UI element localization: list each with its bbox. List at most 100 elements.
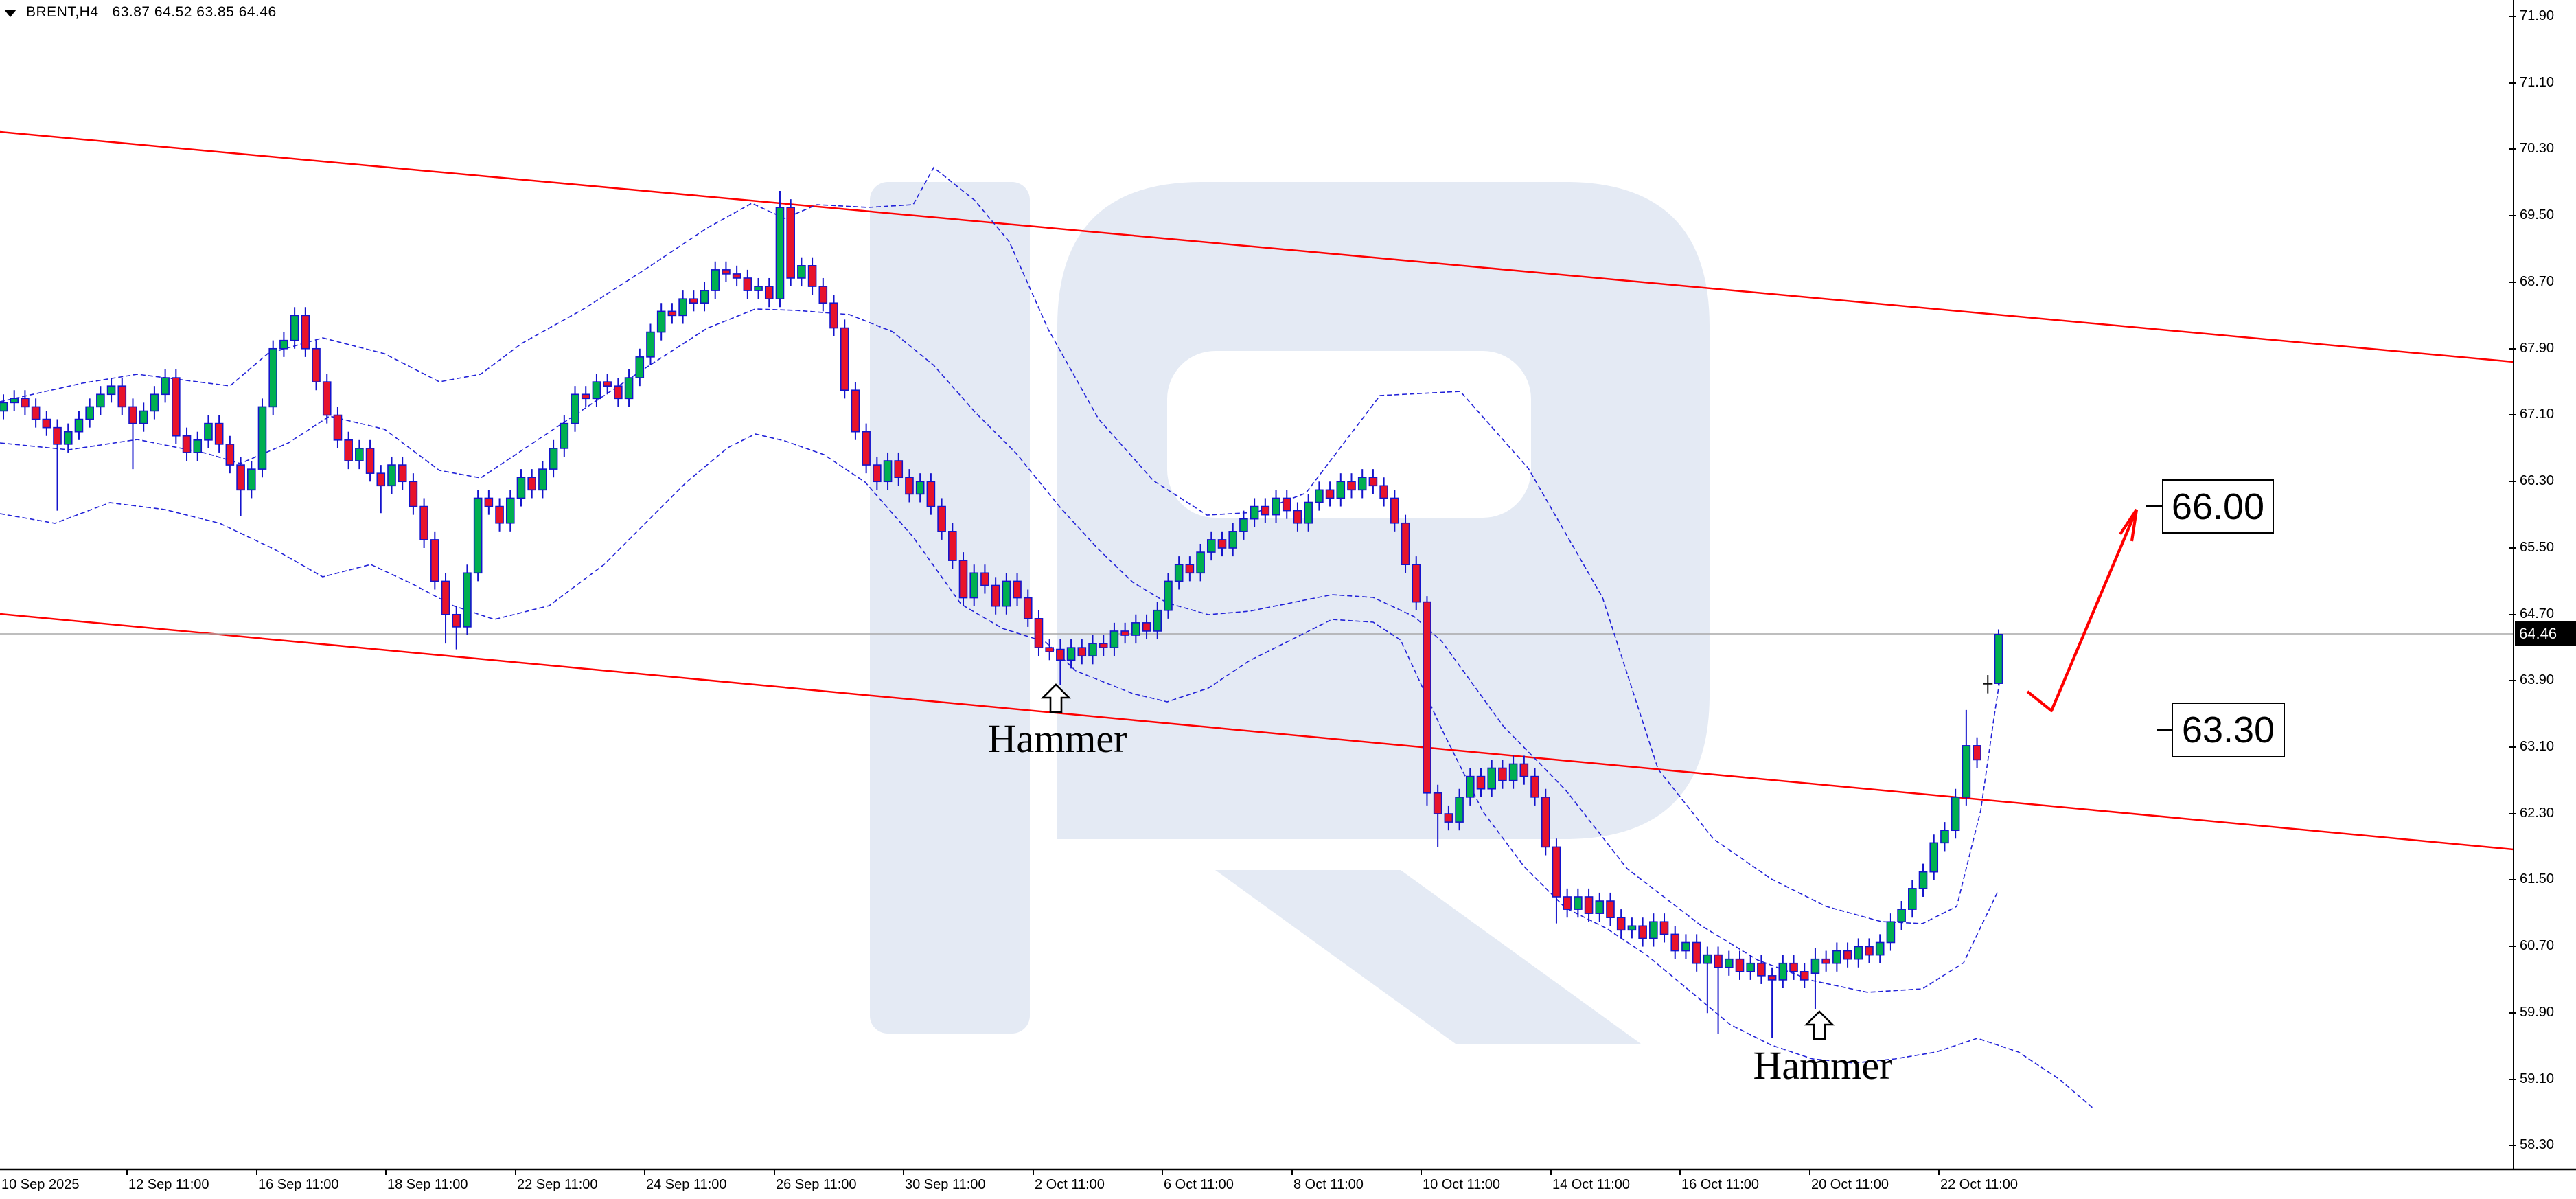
- candle-body-bull: [1304, 501, 1313, 524]
- candle-body-bear: [1433, 792, 1442, 814]
- time-axis-label: 8 Oct 11:00: [1293, 1177, 1364, 1192]
- candle-body-bull: [1174, 564, 1184, 582]
- chart-title-bar: BRENT,H4 63.87 64.52 63.85 64.46: [4, 4, 277, 21]
- candle-body-bull: [1724, 958, 1734, 968]
- candle-body-bear: [840, 327, 849, 391]
- hammer-up-arrow-icon-2[interactable]: [1804, 1010, 1835, 1040]
- candle-body-bear: [42, 418, 51, 429]
- candle-body-bear: [937, 505, 946, 532]
- candle-body-bull: [700, 290, 709, 304]
- candle-body-bull: [516, 477, 526, 499]
- price-axis-label: 70.30: [2520, 141, 2555, 156]
- candle-body-bear: [322, 381, 332, 416]
- price-axis-label: 67.90: [2520, 341, 2555, 356]
- watermark-logo-bar: [870, 182, 1030, 1034]
- candle-body-bear: [1973, 745, 1981, 761]
- trendline-lower-channel[interactable]: [0, 613, 2514, 851]
- candle-body-bear: [1379, 485, 1388, 499]
- candle-body-bull: [571, 393, 579, 424]
- time-axis-label: 10 Sep 2025: [1, 1177, 80, 1192]
- candle-body-bear: [1767, 975, 1777, 981]
- time-axis-label: 26 Sep 11:00: [776, 1177, 857, 1192]
- candle-body-bear: [1293, 510, 1302, 524]
- candle-body-bear: [1444, 813, 1453, 823]
- candle-body-bear: [398, 464, 407, 483]
- symbol-label: BRENT,H4: [26, 4, 99, 20]
- candle-body-bear: [1476, 775, 1486, 790]
- candle-body-bull: [1832, 950, 1841, 964]
- candle-body-bear: [894, 460, 904, 479]
- candle-body-bull: [754, 286, 763, 291]
- candle-body-bear: [1670, 933, 1680, 952]
- candle-body-bear: [958, 560, 968, 599]
- candle-body-bull: [883, 460, 893, 483]
- candle-body-bear: [1638, 925, 1647, 939]
- current-price-badge: 64.46: [2515, 621, 2576, 646]
- time-axis-label: 20 Oct 11:00: [1811, 1177, 1889, 1192]
- candle-body-bull: [1196, 551, 1205, 574]
- candle-body-bear: [948, 531, 957, 561]
- candle-body-bear: [214, 422, 224, 445]
- candle-body-bear: [409, 481, 418, 507]
- candle-body-bull: [1250, 505, 1259, 520]
- hammer-up-arrow-icon-1[interactable]: [1040, 683, 1072, 713]
- candle-body-bull: [1272, 497, 1280, 516]
- candle-body-bear: [344, 439, 353, 461]
- candle-body-bear: [1757, 962, 1766, 977]
- candle-body-bull: [0, 402, 8, 412]
- candle-body-bear: [1584, 896, 1594, 914]
- time-axis-label: 2 Oct 11:00: [1035, 1177, 1105, 1192]
- candle-body-bear: [1401, 522, 1410, 566]
- candle-body-bear: [1368, 477, 1378, 487]
- bollinger-upper-line: [0, 166, 2000, 924]
- trendline-upper-channel[interactable]: [0, 130, 2514, 363]
- candle-body-bull: [268, 347, 278, 408]
- candle-body-bear: [1789, 962, 1798, 972]
- candle-body-bull: [711, 269, 720, 291]
- candle-body-bear: [419, 505, 428, 540]
- candle-body-bear: [495, 505, 504, 524]
- candle-body-bull: [1703, 954, 1712, 964]
- symbol-dropdown-icon[interactable]: [4, 9, 16, 17]
- price-axis-label: 71.10: [2520, 75, 2555, 90]
- candle-body-bull: [473, 497, 483, 574]
- candle-body-bull: [74, 418, 84, 433]
- candle-body-bull: [538, 468, 547, 491]
- candle-body-bull: [969, 572, 979, 599]
- support-price-box[interactable]: 63.30: [2172, 703, 2285, 757]
- candle-body-bull: [1810, 958, 1820, 974]
- candle-body-bear: [1261, 505, 1270, 516]
- candle-body-bull: [1455, 797, 1464, 823]
- target-price-box[interactable]: 66.00: [2162, 479, 2274, 534]
- candle-body-bear: [1541, 797, 1550, 848]
- candle-body-bear: [236, 464, 245, 491]
- candle-body-bear: [873, 464, 882, 483]
- candle-body-bull: [1886, 921, 1896, 944]
- candle-body-bear: [225, 444, 235, 466]
- hammer-annotation-1[interactable]: Hammer: [987, 716, 1127, 761]
- candle-body-bear: [1735, 958, 1745, 972]
- candle-body-bull: [1897, 909, 1906, 923]
- hammer-annotation-2[interactable]: Hammer: [1753, 1043, 1893, 1088]
- candle-body-bear: [807, 265, 817, 287]
- bollinger-lower-line: [0, 433, 2095, 1110]
- candle-body-bull: [106, 385, 116, 396]
- candle-body-bear: [764, 286, 774, 299]
- projection-arrow-icon[interactable]: [2026, 509, 2138, 713]
- candle-body-bear: [1530, 775, 1539, 798]
- price-axis-label: 69.50: [2520, 207, 2555, 222]
- candle-body-bear: [1347, 481, 1356, 491]
- price-axis-label: 58.30: [2520, 1137, 2555, 1152]
- candle-body-bull: [1153, 609, 1162, 632]
- candle-body-bear: [1821, 958, 1830, 964]
- candle-body-bear: [980, 572, 989, 586]
- candle-body-bull: [1929, 842, 1939, 873]
- candle-body-bear: [21, 398, 30, 408]
- candle-body-bear: [1390, 497, 1399, 524]
- price-axis-label: 62.30: [2520, 806, 2555, 821]
- candle-body-bull: [257, 406, 267, 470]
- candle-body-bear: [1799, 971, 1809, 981]
- candle-body-bear: [1120, 630, 1129, 636]
